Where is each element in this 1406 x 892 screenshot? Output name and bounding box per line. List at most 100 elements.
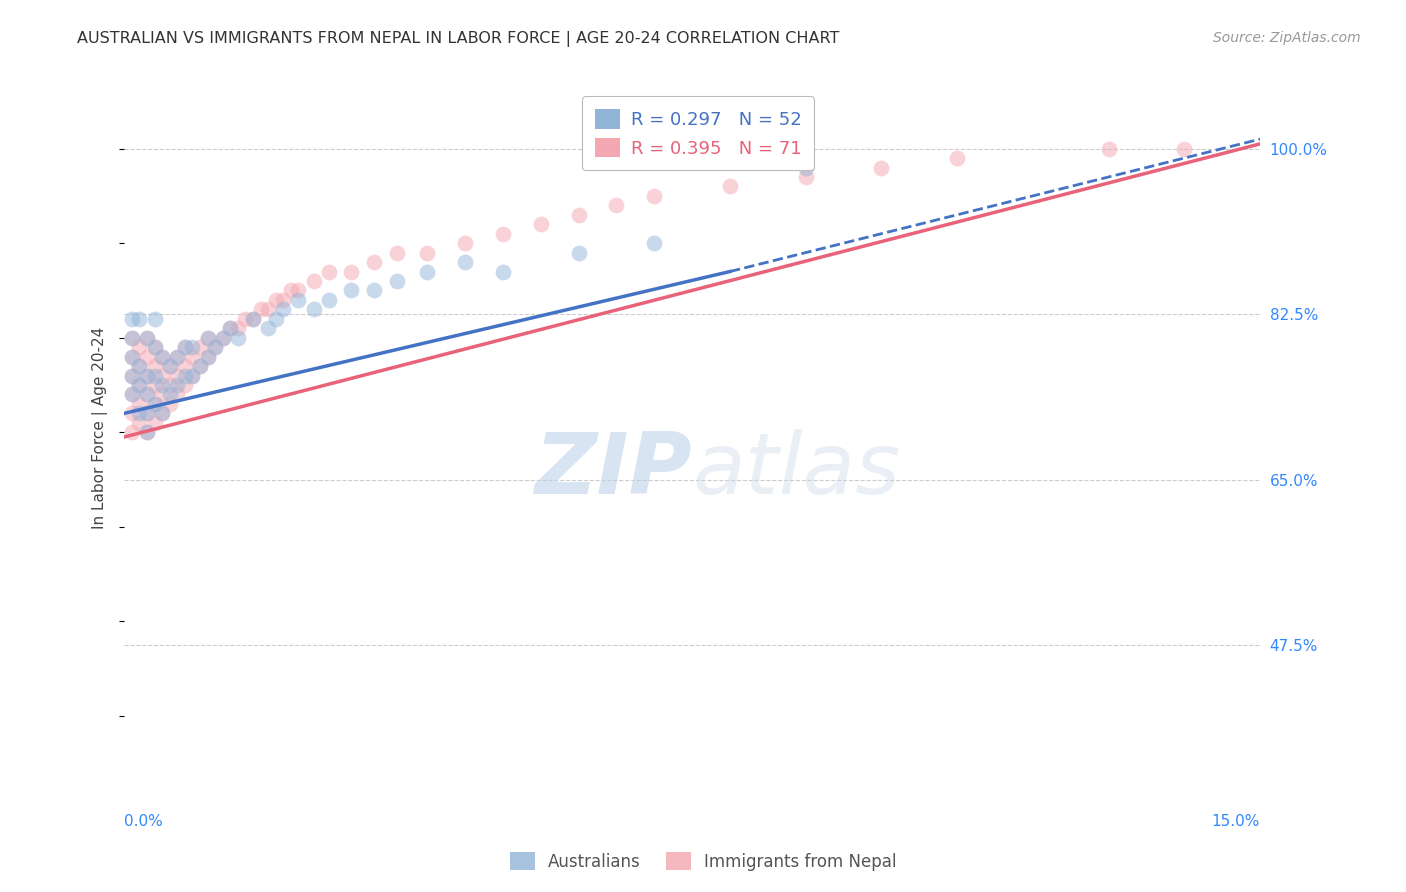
Point <box>181 340 204 354</box>
Point <box>204 340 226 354</box>
Point <box>385 245 408 260</box>
Point <box>159 378 181 392</box>
Point <box>166 350 188 364</box>
Point <box>143 311 166 326</box>
Point <box>150 387 173 401</box>
Point <box>136 387 159 401</box>
Point <box>643 236 665 251</box>
Text: 0.0%: 0.0% <box>124 814 163 829</box>
Point <box>318 293 340 307</box>
Point <box>794 161 817 175</box>
Point <box>121 387 143 401</box>
Point <box>492 264 515 278</box>
Point <box>173 340 195 354</box>
Text: 15.0%: 15.0% <box>1212 814 1260 829</box>
Point <box>150 406 173 420</box>
Point <box>188 340 211 354</box>
Point <box>643 189 665 203</box>
Point <box>271 293 294 307</box>
Point <box>302 302 325 317</box>
Point <box>340 284 363 298</box>
Text: ZIP: ZIP <box>534 428 692 511</box>
Point <box>946 151 969 165</box>
Point <box>530 217 553 231</box>
Point <box>150 368 173 383</box>
Point <box>302 274 325 288</box>
Point <box>136 387 159 401</box>
Point <box>264 311 287 326</box>
Point <box>219 321 242 335</box>
Text: AUSTRALIAN VS IMMIGRANTS FROM NEPAL IN LABOR FORCE | AGE 20-24 CORRELATION CHART: AUSTRALIAN VS IMMIGRANTS FROM NEPAL IN L… <box>77 31 839 47</box>
Point <box>188 359 211 373</box>
Point <box>150 378 173 392</box>
Point <box>121 406 143 420</box>
Point <box>150 406 173 420</box>
Point <box>454 236 477 251</box>
Point <box>385 274 408 288</box>
Point <box>242 311 264 326</box>
Point <box>173 340 195 354</box>
Point <box>363 255 385 269</box>
Point <box>128 311 150 326</box>
Point <box>136 331 159 345</box>
Point <box>128 359 150 373</box>
Point <box>492 227 515 241</box>
Point <box>121 331 143 345</box>
Point <box>181 368 204 383</box>
Point <box>159 359 181 373</box>
Point <box>204 340 226 354</box>
Point <box>226 321 249 335</box>
Point <box>226 331 249 345</box>
Point <box>257 321 280 335</box>
Point <box>121 368 143 383</box>
Point <box>143 340 166 354</box>
Point <box>121 368 143 383</box>
Point <box>166 368 188 383</box>
Text: Source: ZipAtlas.com: Source: ZipAtlas.com <box>1213 31 1361 45</box>
Point <box>121 387 143 401</box>
Point <box>257 302 280 317</box>
Point <box>136 350 159 364</box>
Point <box>150 350 173 364</box>
Text: atlas: atlas <box>692 428 900 511</box>
Point <box>211 331 233 345</box>
Point <box>454 255 477 269</box>
Point <box>143 368 166 383</box>
Point <box>794 169 817 184</box>
Point <box>128 397 150 411</box>
Point <box>128 378 150 392</box>
Point <box>136 425 159 440</box>
Point <box>143 359 166 373</box>
Point <box>318 264 340 278</box>
Point <box>287 293 309 307</box>
Point <box>143 397 166 411</box>
Point <box>173 359 195 373</box>
Point <box>136 368 159 383</box>
Point <box>159 359 181 373</box>
Point <box>136 406 159 420</box>
Legend: Australians, Immigrants from Nepal: Australians, Immigrants from Nepal <box>501 844 905 880</box>
Point <box>1173 142 1195 156</box>
Point <box>605 198 627 212</box>
Point <box>136 331 159 345</box>
Point <box>173 368 195 383</box>
Point <box>249 302 271 317</box>
Point <box>340 264 363 278</box>
Point <box>128 416 150 430</box>
Point <box>197 331 219 345</box>
Point <box>143 416 166 430</box>
Point <box>128 378 150 392</box>
Point <box>181 350 204 364</box>
Point <box>264 293 287 307</box>
Point <box>121 350 143 364</box>
Point <box>143 378 166 392</box>
Point <box>568 245 591 260</box>
Legend: R = 0.297   N = 52, R = 0.395   N = 71: R = 0.297 N = 52, R = 0.395 N = 71 <box>582 96 814 170</box>
Point <box>242 311 264 326</box>
Point <box>121 311 143 326</box>
Point <box>159 397 181 411</box>
Point <box>143 340 166 354</box>
Point <box>136 406 159 420</box>
Point <box>416 264 439 278</box>
Point <box>718 179 741 194</box>
